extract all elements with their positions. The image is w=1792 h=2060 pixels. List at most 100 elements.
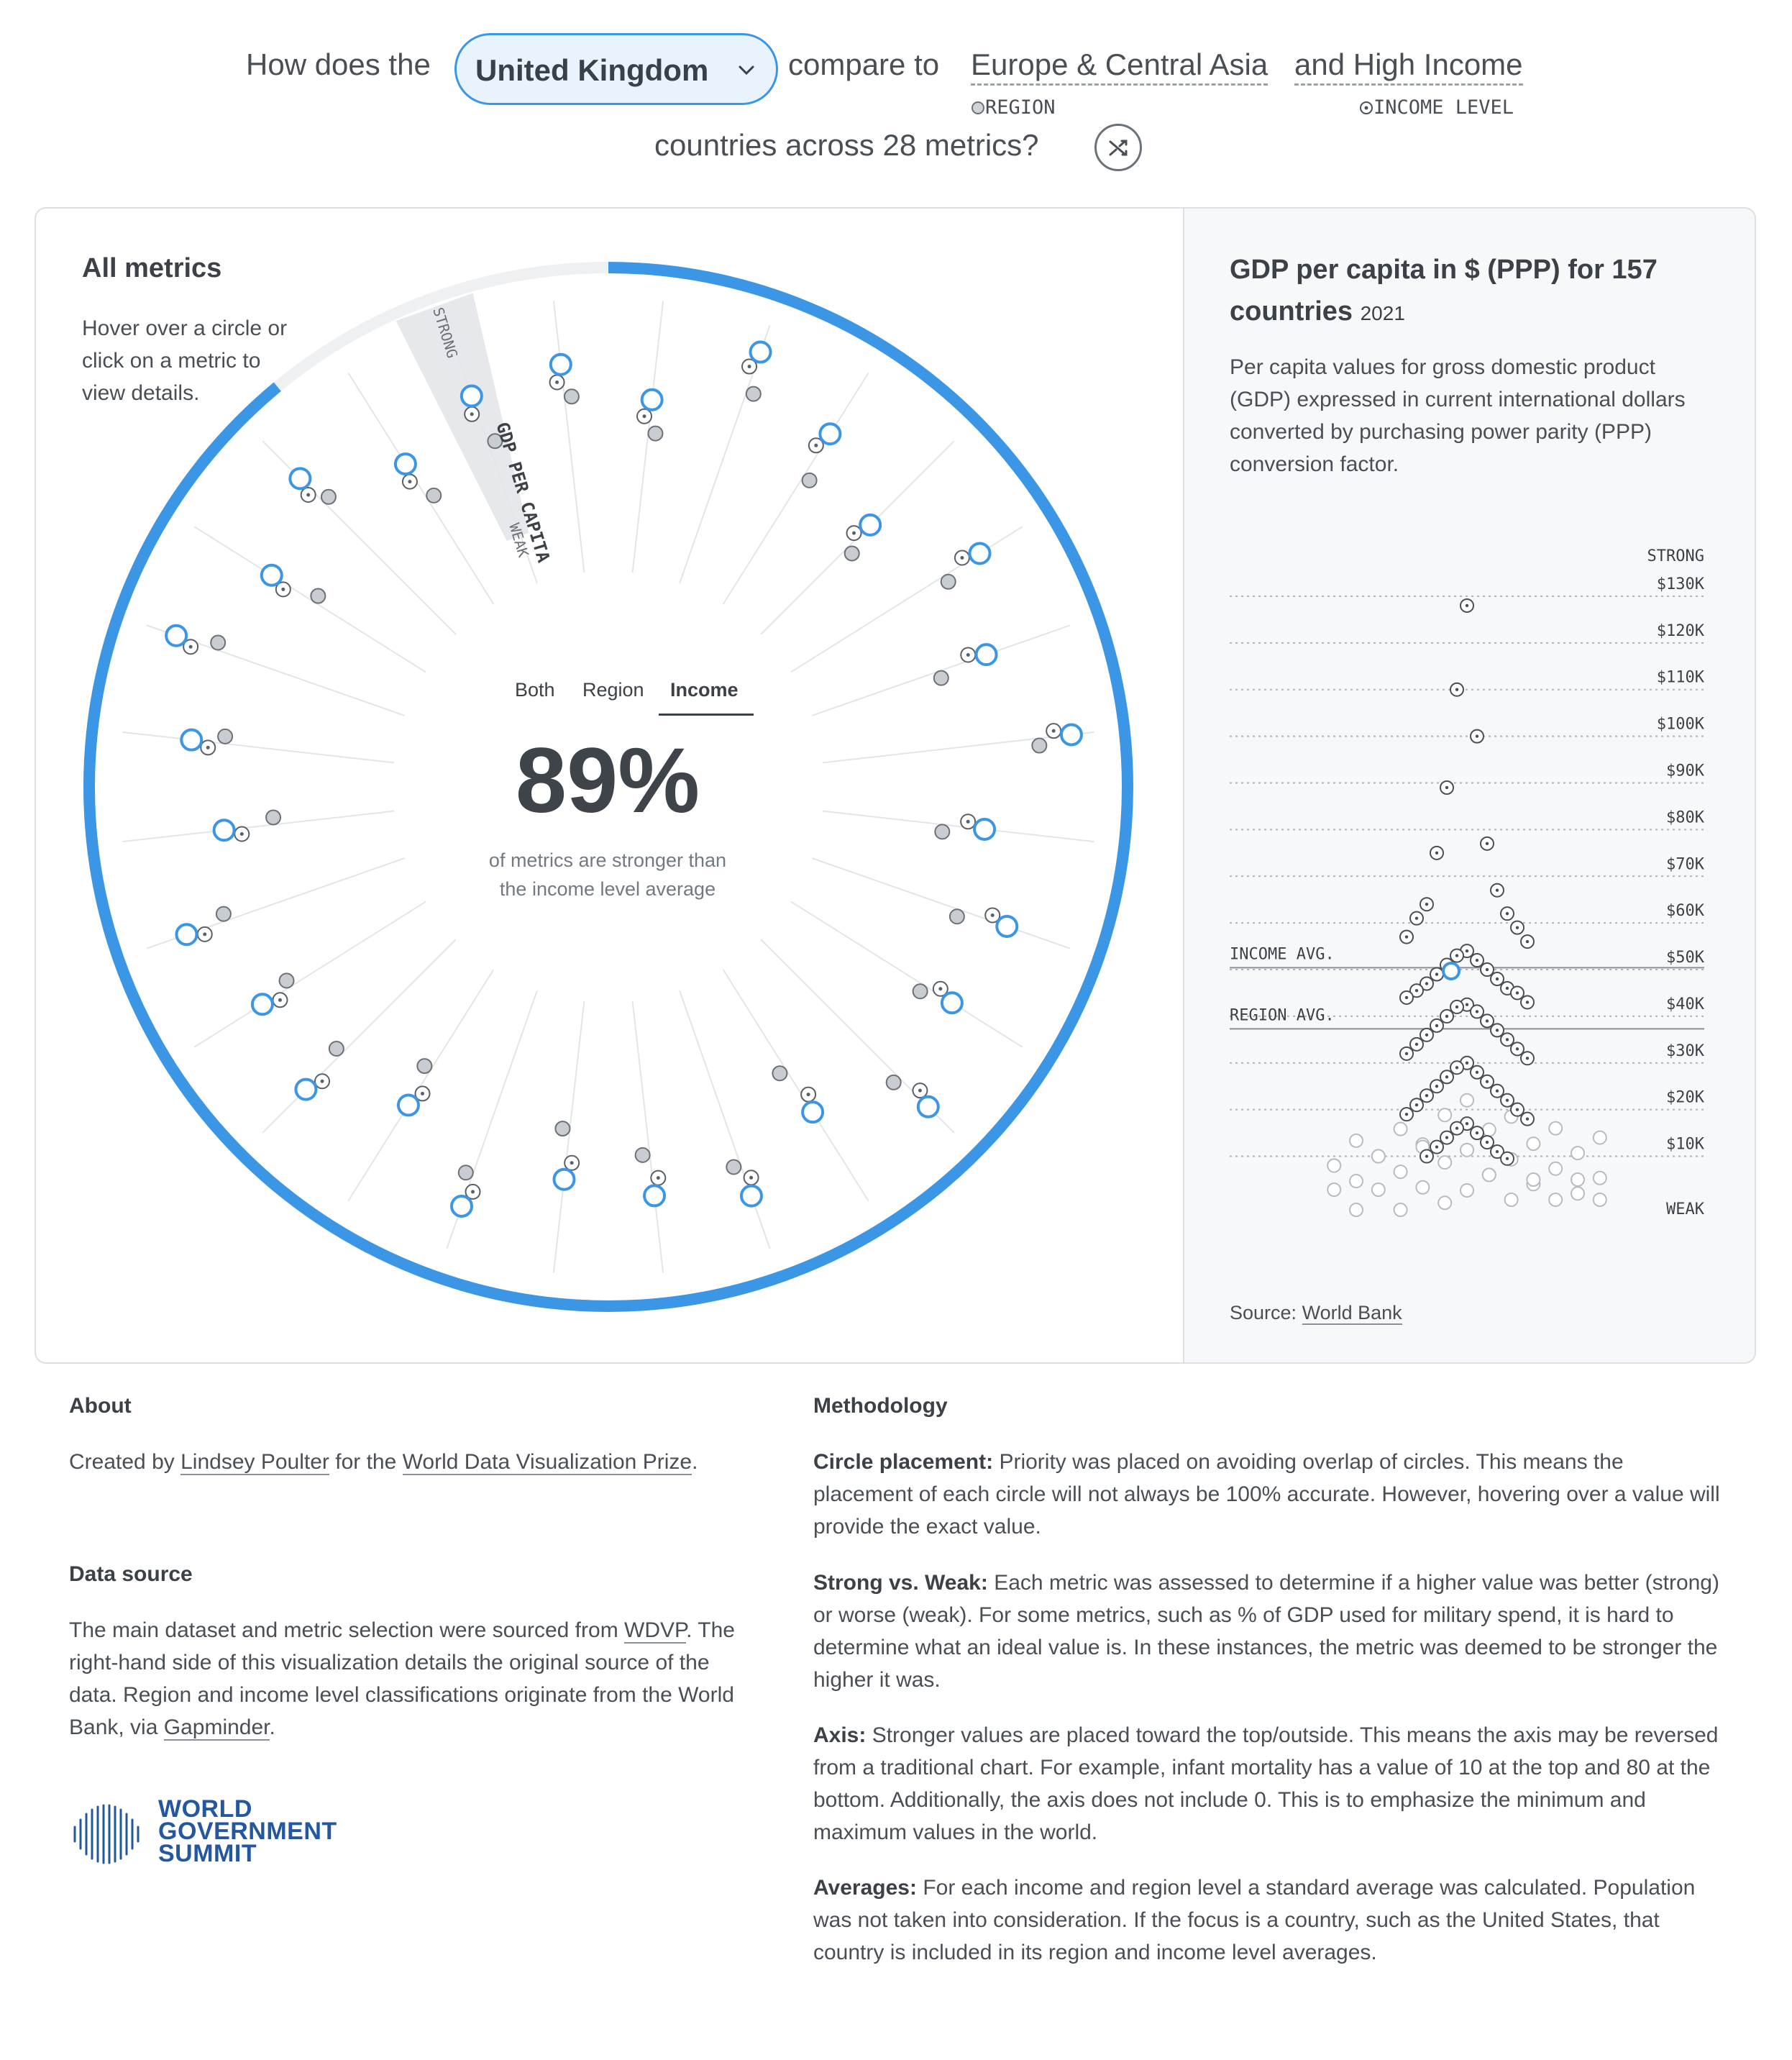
country-value-dot[interactable] — [175, 923, 198, 947]
author-link[interactable]: Lindsey Poulter — [180, 1450, 329, 1475]
other-country-dot[interactable] — [1437, 1195, 1453, 1211]
other-country-dot[interactable] — [1481, 1167, 1496, 1182]
prize-link[interactable]: World Data Visualization Prize — [402, 1450, 692, 1475]
other-country-dot[interactable] — [1393, 1121, 1408, 1136]
other-country-dot[interactable] — [1349, 1174, 1363, 1189]
country-value-dot[interactable] — [212, 819, 236, 842]
other-country-dot[interactable] — [1437, 1108, 1453, 1123]
region-average-dot[interactable] — [554, 1121, 571, 1137]
other-country-dot[interactable] — [1371, 1149, 1386, 1164]
country-value-dot[interactable] — [450, 1194, 474, 1218]
region-average-dot[interactable] — [487, 433, 503, 450]
other-country-dot[interactable] — [1327, 1182, 1342, 1197]
other-country-dot[interactable] — [1393, 1165, 1408, 1180]
country-value-dot[interactable] — [288, 467, 312, 491]
other-country-dot[interactable] — [1592, 1170, 1607, 1185]
gapminder-link[interactable]: Gapminder — [163, 1715, 270, 1741]
country-value-dot[interactable] — [640, 388, 664, 411]
region-average-dot[interactable] — [215, 906, 232, 922]
region-average-dot[interactable] — [278, 972, 295, 989]
other-country-dot[interactable] — [1592, 1130, 1607, 1145]
region-average-dot[interactable] — [647, 425, 664, 442]
region-average-dot[interactable] — [457, 1165, 474, 1181]
country-value-dot[interactable] — [818, 422, 842, 446]
country-value-dot[interactable] — [995, 914, 1019, 938]
other-country-dot[interactable] — [1349, 1133, 1363, 1148]
other-country-dot[interactable] — [1371, 1182, 1386, 1197]
region-average-dot[interactable] — [426, 487, 442, 503]
other-country-dot[interactable] — [1571, 1186, 1585, 1201]
selected-metric-band[interactable] — [396, 293, 529, 542]
country-value-dot[interactable] — [250, 993, 274, 1016]
region-average-dot[interactable] — [801, 472, 818, 488]
region-average-dot[interactable] — [1031, 737, 1048, 754]
tab-income[interactable]: Income — [670, 679, 739, 701]
region-average-dot[interactable] — [844, 545, 860, 562]
income-level-label[interactable]: and High Income — [1294, 47, 1523, 86]
region-average-dot[interactable] — [933, 670, 949, 686]
region-average-dot[interactable] — [265, 809, 282, 826]
radial-metrics-chart[interactable]: STRONG GDP PER CAPITA WEAK — [36, 209, 1179, 1359]
country-value-dot[interactable] — [859, 513, 882, 537]
region-average-dot[interactable] — [320, 488, 337, 505]
tab-both[interactable]: Both — [515, 679, 555, 701]
other-country-dot[interactable] — [1349, 1203, 1363, 1217]
other-country-dot[interactable] — [1460, 1183, 1474, 1198]
country-value-dot[interactable] — [968, 542, 992, 565]
other-country-dot[interactable] — [1526, 1172, 1541, 1187]
region-average-dot[interactable] — [772, 1065, 788, 1082]
country-value-dot[interactable] — [916, 1095, 940, 1118]
other-country-dot[interactable] — [1504, 1193, 1519, 1207]
region-average-dot[interactable] — [934, 824, 951, 840]
country-select[interactable]: United Kingdom — [454, 33, 778, 105]
gdp-beeswarm-chart[interactable]: STRONG $130K $120K $110K $100K $90K $80K $70K $6… — [1222, 539, 1726, 1266]
wdvp-link[interactable]: WDVP — [624, 1618, 687, 1644]
country-value-dot[interactable] — [552, 1167, 576, 1191]
region-average-dot[interactable] — [940, 573, 956, 590]
country-value-dot[interactable] — [974, 643, 998, 667]
other-country-dot[interactable] — [1571, 1146, 1585, 1161]
region-average-dot[interactable] — [310, 588, 326, 604]
country-value-dot[interactable] — [1059, 723, 1083, 747]
region-average-dot[interactable] — [416, 1058, 433, 1075]
other-country-dot[interactable] — [1437, 1155, 1453, 1170]
country-value-dot[interactable] — [739, 1184, 763, 1208]
region-average-dot[interactable] — [912, 983, 928, 1000]
other-country-dot[interactable] — [1592, 1193, 1607, 1207]
country-value-dot[interactable] — [973, 817, 997, 841]
region-average-dot[interactable] — [563, 388, 580, 405]
other-country-dot[interactable] — [1327, 1158, 1342, 1173]
region-average-dot[interactable] — [634, 1147, 651, 1163]
other-country-dot[interactable] — [1415, 1180, 1430, 1195]
region-average-dot[interactable] — [885, 1074, 902, 1090]
tab-region[interactable]: Region — [582, 679, 644, 701]
country-value-dot[interactable] — [165, 624, 188, 647]
region-average-dot[interactable] — [210, 634, 227, 651]
country-value-dot[interactable] — [549, 352, 572, 376]
region-average-dot[interactable] — [948, 908, 965, 925]
country-value-dot[interactable] — [460, 384, 483, 408]
country-value-dot[interactable] — [294, 1077, 318, 1101]
country-value-dot[interactable] — [749, 340, 772, 364]
other-country-dot[interactable] — [1571, 1172, 1585, 1187]
region-average-dot[interactable] — [745, 386, 762, 402]
country-value-dot[interactable] — [801, 1100, 825, 1124]
other-country-dot[interactable] — [1460, 1093, 1474, 1108]
country-value-dot[interactable] — [180, 728, 204, 752]
source-link[interactable]: World Bank — [1302, 1302, 1402, 1325]
region-average-dot[interactable] — [217, 728, 234, 744]
country-value-dot[interactable] — [643, 1184, 667, 1208]
region-average-dot[interactable] — [726, 1159, 742, 1175]
other-country-dot[interactable] — [1548, 1161, 1563, 1176]
other-country-dot[interactable] — [1393, 1203, 1408, 1217]
other-country-dot[interactable] — [1460, 1142, 1474, 1157]
other-country-dot[interactable] — [1548, 1193, 1563, 1207]
country-value-dot[interactable] — [260, 563, 283, 587]
other-country-dot[interactable] — [1548, 1121, 1563, 1136]
region-average-dot[interactable] — [328, 1041, 344, 1057]
country-value-dot[interactable] — [393, 452, 417, 476]
country-value-dot[interactable] — [396, 1093, 420, 1117]
selected-country-dot[interactable] — [1442, 961, 1460, 980]
shuffle-button[interactable] — [1094, 124, 1142, 171]
region-label[interactable]: Europe & Central Asia — [971, 47, 1268, 86]
